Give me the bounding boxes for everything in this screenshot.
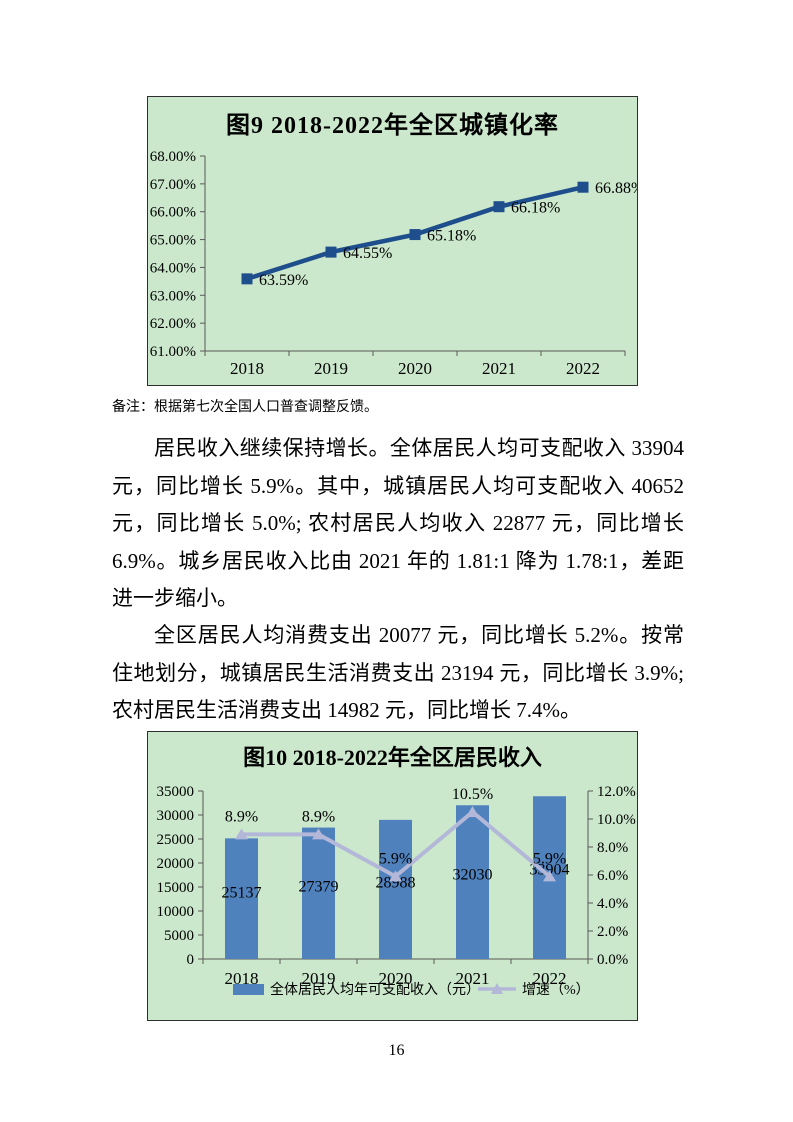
svg-text:8.9%: 8.9% xyxy=(225,808,258,825)
svg-text:66.88%: 66.88% xyxy=(595,180,637,197)
left-y-axis: 0 5000 10000 15000 20000 25000 30000 35000 xyxy=(157,784,204,968)
svg-text:15000: 15000 xyxy=(157,880,195,896)
svg-text:12.0%: 12.0% xyxy=(597,784,636,800)
x-axis: 2018 2019 2020 2021 2022 xyxy=(204,350,626,378)
x-axis: 2018 2019 2020 2021 2022 xyxy=(202,958,589,988)
svg-text:0.0%: 0.0% xyxy=(597,952,628,968)
svg-text:68.00%: 68.00% xyxy=(150,149,196,165)
urbanization-chart-panel: 图9 2018-2022年全区城镇化率 61.00% 62.00% 63.00% 64… xyxy=(147,96,638,386)
svg-text:2018: 2018 xyxy=(225,969,259,988)
svg-text:增速（%）: 增速（%） xyxy=(522,982,590,998)
svg-text:2019: 2019 xyxy=(302,969,336,988)
chart2-title: 图10 2018-2022年全区居民收入 xyxy=(243,745,542,770)
svg-text:64.55%: 64.55% xyxy=(343,245,392,262)
svg-text:8.9%: 8.9% xyxy=(302,808,335,825)
svg-text:28988: 28988 xyxy=(376,874,416,891)
svg-text:63.59%: 63.59% xyxy=(259,272,308,289)
y-axis: 61.00% 62.00% 63.00% 64.00% 65.00% 66.00% 67.0… xyxy=(150,149,206,360)
svg-text:2019: 2019 xyxy=(314,359,348,378)
svg-text:27379: 27379 xyxy=(299,879,339,896)
chart1-title: 图9 2018-2022年全区城镇化率 xyxy=(226,113,559,139)
income-chart-panel: 图10 2018-2022年全区居民收入 0 5000 10000 15000 2000… xyxy=(147,731,638,1021)
svg-text:5.9%: 5.9% xyxy=(379,850,412,867)
svg-text:10.5%: 10.5% xyxy=(452,786,493,803)
svg-text:66.18%: 66.18% xyxy=(511,200,560,217)
svg-text:63.00%: 63.00% xyxy=(150,288,196,304)
svg-text:67.00%: 67.00% xyxy=(150,177,196,193)
svg-text:65.00%: 65.00% xyxy=(150,233,196,249)
svg-text:2018: 2018 xyxy=(230,359,264,378)
series-line xyxy=(241,181,589,285)
svg-text:25137: 25137 xyxy=(222,885,262,902)
growth-labels: 8.9% 8.9% 5.9% 10.5% 5.9% xyxy=(225,786,566,867)
svg-text:64.00%: 64.00% xyxy=(150,260,196,276)
page-number: 16 xyxy=(388,1042,405,1059)
svg-text:35000: 35000 xyxy=(157,784,195,800)
bar-series xyxy=(225,796,566,959)
svg-text:2022: 2022 xyxy=(566,359,600,378)
svg-text:2021: 2021 xyxy=(482,359,516,378)
income-paragraph: 居民收入继续保持增长。全体居民人均可支配收入 33904 元，同比增长 5.9%… xyxy=(112,436,684,610)
svg-text:10.0%: 10.0% xyxy=(597,812,636,828)
growth-line-series xyxy=(235,806,556,882)
svg-text:2022: 2022 xyxy=(533,969,567,988)
data-labels: 63.59% 64.55% 65.18% 66.18% 66.88% xyxy=(259,180,637,289)
svg-text:5000: 5000 xyxy=(164,928,194,944)
svg-text:61.00%: 61.00% xyxy=(150,344,196,360)
svg-text:65.18%: 65.18% xyxy=(427,228,476,245)
svg-text:66.00%: 66.00% xyxy=(150,205,196,221)
svg-text:2.0%: 2.0% xyxy=(597,924,628,940)
svg-text:0: 0 xyxy=(187,952,195,968)
svg-text:2021: 2021 xyxy=(456,969,490,988)
svg-text:62.00%: 62.00% xyxy=(150,316,196,332)
urbanization-line-chart: 61.00% 62.00% 63.00% 64.00% 65.00% 66.00% 67.0… xyxy=(150,149,637,378)
bar-value-labels: 25137 27379 28988 32030 33904 xyxy=(222,861,570,901)
legend: 全体居民人均年可支配收入（元） 增速（%） xyxy=(233,981,590,998)
svg-text:8.0%: 8.0% xyxy=(597,840,628,856)
svg-text:4.0%: 4.0% xyxy=(597,896,628,912)
svg-text:2020: 2020 xyxy=(379,969,413,988)
svg-text:20000: 20000 xyxy=(157,856,195,872)
chart-footnote: 备注：根据第七次全国人口普查调整反馈。 xyxy=(112,398,378,414)
right-y-axis: 0.0% 2.0% 4.0% 6.0% 8.0% 10.0% 12.0% xyxy=(587,784,636,968)
svg-text:6.0%: 6.0% xyxy=(597,868,628,884)
income-combo-chart: 0 5000 10000 15000 20000 25000 30000 35000 0.0% 2… xyxy=(157,784,636,998)
svg-text:30000: 30000 xyxy=(157,808,195,824)
svg-text:25000: 25000 xyxy=(157,832,195,848)
svg-text:32030: 32030 xyxy=(453,866,493,883)
svg-text:全体居民人均年可支配收入（元）: 全体居民人均年可支配收入（元） xyxy=(270,981,480,998)
svg-text:2020: 2020 xyxy=(398,359,432,378)
svg-text:5.9%: 5.9% xyxy=(533,850,566,867)
svg-text:10000: 10000 xyxy=(157,904,195,920)
consumption-paragraph: 全区居民人均消费支出 20077 元，同比增长 5.2%。按常住地划分，城镇居民… xyxy=(112,623,684,722)
